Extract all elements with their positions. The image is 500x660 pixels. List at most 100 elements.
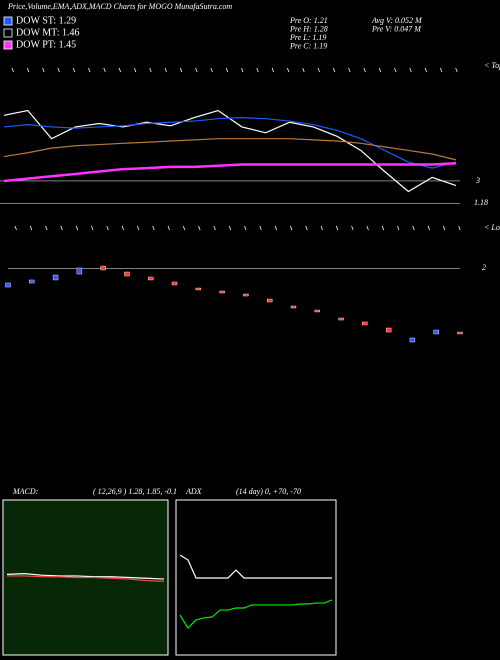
- marker: [271, 67, 274, 73]
- marker: [397, 225, 400, 231]
- marker: [455, 67, 458, 73]
- legend-swatch: [3, 40, 13, 50]
- candle-body: [266, 298, 273, 303]
- series-line: [3, 162, 457, 183]
- marker: [60, 225, 63, 231]
- y-tick-label: 3: [475, 176, 480, 185]
- candle-body: [76, 267, 83, 275]
- info-text: Pre L: 1.19: [289, 33, 326, 42]
- marker: [164, 67, 167, 73]
- marker: [179, 67, 183, 73]
- marker: [366, 225, 369, 231]
- info-text: Pre O: 1.21: [289, 16, 328, 25]
- marker: [228, 225, 232, 231]
- marker: [91, 225, 94, 231]
- candle-body: [362, 321, 368, 326]
- panel-title: MACD:: [12, 487, 39, 496]
- info-text: Avg V: 0.052 M: [371, 16, 423, 25]
- info-text: Pre V: 0.047 M: [371, 24, 422, 33]
- marker: [42, 67, 45, 73]
- panel-subtitle: ( 12,26,9 ) 1.28, 1.85, -0.1: [93, 487, 177, 496]
- info-text: Pre H: 1.28: [289, 24, 328, 33]
- marker: [394, 67, 397, 73]
- legend-swatch: [3, 28, 13, 38]
- candle-body: [385, 327, 392, 333]
- marker: [29, 225, 33, 231]
- series-line: [6, 573, 165, 580]
- panel-title: ADX: [185, 487, 203, 496]
- marker: [210, 67, 213, 73]
- marker: [149, 67, 152, 73]
- marker: [26, 67, 30, 73]
- candle-body: [290, 305, 297, 309]
- marker: [381, 225, 385, 231]
- candle-body: [314, 309, 320, 313]
- candle-body: [338, 317, 344, 321]
- marker: [167, 225, 170, 231]
- marker: [182, 225, 186, 231]
- marker: [440, 67, 443, 73]
- marker: [259, 225, 262, 231]
- marker: [152, 225, 155, 231]
- legend-label: DOW MT: 1.46: [16, 27, 79, 38]
- marker: [335, 225, 339, 231]
- legend-label: DOW ST: 1.29: [16, 15, 76, 26]
- y-tick-label: 2: [482, 263, 486, 272]
- candle-body: [409, 337, 416, 343]
- marker: [14, 225, 17, 231]
- candle-body: [124, 271, 130, 277]
- marker: [351, 225, 354, 231]
- tops-label: < Tops: [484, 61, 500, 70]
- marker: [57, 67, 60, 73]
- marker: [317, 67, 320, 73]
- series-line: [179, 599, 333, 629]
- legend-swatch: [3, 16, 13, 26]
- marker: [195, 67, 198, 73]
- marker: [225, 67, 229, 73]
- marker: [332, 67, 336, 73]
- marker: [11, 67, 14, 73]
- marker: [443, 225, 446, 231]
- candle-body: [100, 265, 106, 271]
- marker: [305, 225, 308, 231]
- marker: [45, 225, 48, 231]
- marker: [75, 225, 79, 231]
- marker: [118, 67, 121, 73]
- candle-body: [5, 282, 11, 288]
- marker: [378, 67, 382, 73]
- candle-body: [457, 331, 463, 335]
- candle-body: [219, 290, 225, 294]
- series-line: [3, 138, 457, 161]
- marker: [409, 67, 412, 73]
- marker: [412, 225, 415, 231]
- chart-title: Price,Volume,EMA,ADX,MACD Charts for MOG…: [7, 2, 232, 11]
- candle-body: [243, 293, 249, 297]
- marker-row: [11, 67, 461, 231]
- candle-body: [148, 276, 154, 281]
- marker: [103, 67, 106, 73]
- candle-body: [29, 279, 35, 284]
- marker: [134, 67, 137, 73]
- series-line: [7, 575, 165, 582]
- marker: [137, 225, 140, 231]
- marker: [458, 225, 461, 231]
- marker: [72, 67, 76, 73]
- marker: [287, 67, 290, 73]
- marker: [274, 225, 277, 231]
- candle-body: [171, 281, 178, 286]
- y-tick-label: 1.18: [474, 198, 488, 207]
- candle-body: [433, 329, 439, 335]
- marker: [241, 67, 244, 73]
- marker: [213, 225, 216, 231]
- marker: [256, 67, 259, 73]
- marker: [363, 67, 366, 73]
- lows-label: < Lows: [484, 223, 500, 232]
- marker: [244, 225, 247, 231]
- marker: [320, 225, 323, 231]
- series-line: [179, 554, 332, 579]
- marker: [106, 225, 109, 231]
- marker: [121, 225, 124, 231]
- candle-body: [195, 287, 202, 291]
- panel-subtitle: (14 day) 0, +70, -70: [236, 487, 301, 496]
